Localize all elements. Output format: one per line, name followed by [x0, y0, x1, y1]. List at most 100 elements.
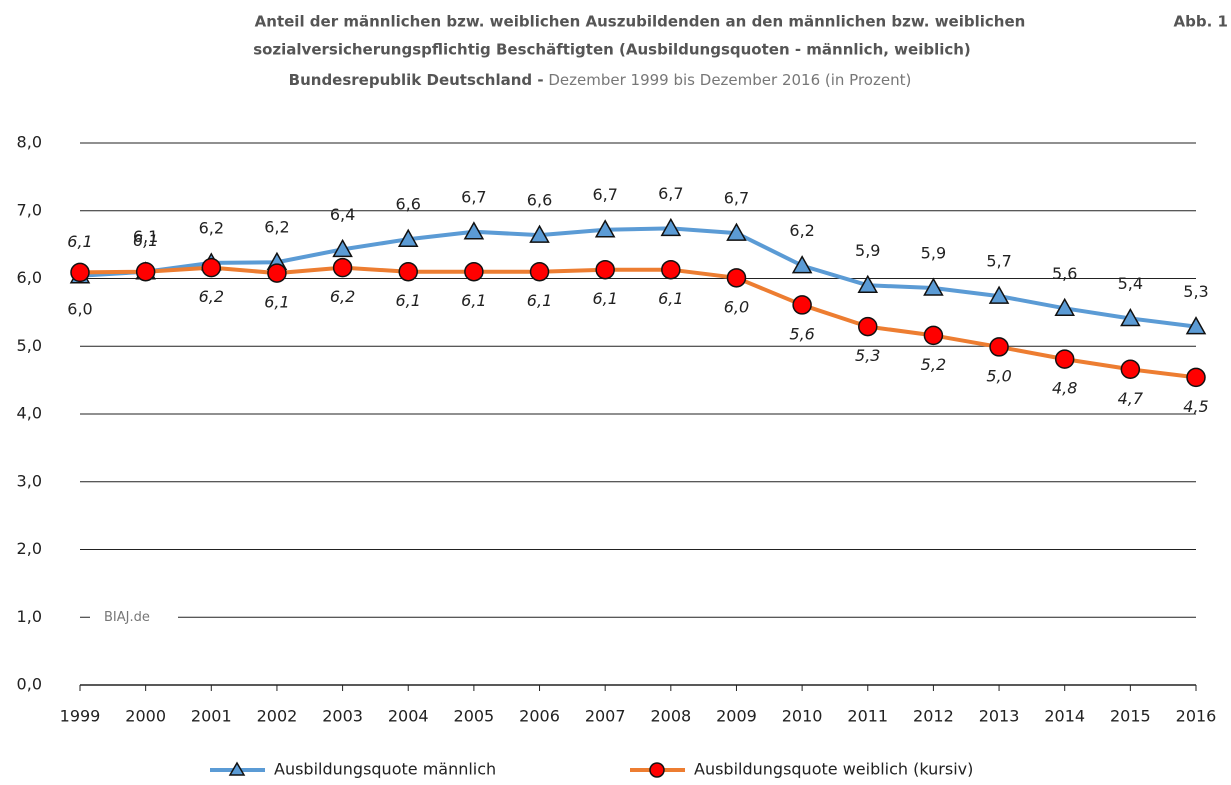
legend-label: Ausbildungsquote weiblich (kursiv): [694, 760, 973, 779]
data-label: 6,1: [67, 232, 92, 251]
x-tick-label: 2003: [322, 707, 363, 726]
y-tick-label: 4,0: [17, 404, 42, 423]
data-label: 6,7: [461, 187, 486, 206]
data-label: 5,9: [921, 243, 946, 262]
chart-subtitle: Bundesrepublik Deutschland - Dezember 19…: [289, 71, 912, 89]
marker-circle: [201, 257, 222, 278]
data-label: 6,1: [461, 291, 486, 310]
marker-circle: [661, 259, 681, 280]
data-label: 6,2: [789, 221, 814, 240]
marker-circle: [792, 295, 812, 315]
series-line: [79, 265, 1197, 380]
marker-triangle: [594, 219, 616, 238]
data-label: 6,1: [396, 291, 421, 310]
marker-circle: [267, 263, 287, 283]
marker-triangle: [988, 285, 1010, 304]
marker-circle: [332, 257, 353, 278]
marker-triangle: [1054, 297, 1075, 317]
series-line: [79, 226, 1197, 329]
y-tick-label: 6,0: [17, 268, 42, 287]
data-label: 5,0: [986, 366, 1011, 385]
data-label: 6,2: [199, 287, 224, 306]
marker-triangle: [529, 224, 550, 243]
marker-circle: [70, 262, 90, 283]
data-label: 5,4: [1118, 274, 1143, 293]
x-tick-label: 2012: [913, 707, 954, 726]
x-tick-label: 2010: [782, 707, 823, 726]
x-tick-label: 2013: [979, 707, 1020, 726]
data-label: 6,7: [724, 189, 749, 208]
data-label: 6,6: [396, 195, 421, 214]
legend-label: Ausbildungsquote männlich: [274, 760, 496, 779]
x-tick-label: 2001: [191, 707, 232, 726]
marker-circle: [135, 261, 156, 282]
chart-title: Anteil der männlichen bzw. weiblichen Au…: [255, 13, 1026, 31]
data-label: 5,9: [855, 241, 880, 260]
x-tick-label: 2004: [388, 707, 429, 726]
marker-triangle: [923, 277, 944, 296]
x-tick-label: 2007: [585, 707, 626, 726]
data-label: 5,6: [1052, 264, 1077, 283]
marker-triangle: [332, 238, 353, 258]
y-tick-label: 8,0: [17, 133, 42, 152]
x-tick-label: 2015: [1110, 707, 1151, 726]
marker-triangle: [1120, 307, 1141, 327]
data-label: 5,6: [789, 324, 814, 343]
data-label: 6,7: [592, 185, 617, 204]
marker-triangle: [463, 221, 485, 240]
subtitle-bold: Bundesrepublik Deutschland -: [289, 71, 544, 89]
data-label: 5,3: [1183, 282, 1208, 301]
data-label: 6,2: [199, 218, 224, 237]
data-label: 6,1: [527, 291, 552, 310]
data-label: 4,8: [1052, 379, 1077, 398]
marker-circle: [1054, 349, 1075, 369]
data-label: 4,5: [1183, 397, 1208, 416]
subtitle-normal: Dezember 1999 bis Dezember 2016 (in Proz…: [548, 71, 911, 89]
data-label: 6,6: [527, 191, 552, 210]
data-label: 5,2: [921, 355, 946, 374]
marker-circle: [398, 261, 418, 282]
marker-triangle: [726, 222, 747, 241]
data-label: 6,7: [658, 184, 683, 203]
chart-title: sozialversicherungspflichtig Beschäftigt…: [253, 41, 971, 59]
data-label: 6,1: [658, 289, 683, 308]
data-label: 4,7: [1118, 389, 1144, 408]
marker-circle: [726, 268, 747, 288]
y-tick-label: 3,0: [17, 471, 42, 490]
data-label: 6,2: [330, 287, 355, 306]
x-tick-label: 2008: [650, 707, 691, 726]
data-label: 6,1: [133, 227, 158, 246]
y-tick-label: 5,0: [17, 336, 42, 355]
x-tick-label: 2006: [519, 707, 560, 726]
marker-circle: [464, 261, 484, 282]
marker-triangle: [397, 228, 419, 247]
data-label: 6,1: [133, 231, 158, 250]
y-tick-label: 2,0: [17, 539, 42, 558]
legend-marker: [649, 762, 665, 778]
data-label: 6,1: [264, 293, 289, 312]
x-tick-label: 2000: [125, 707, 166, 726]
y-tick-label: 1,0: [17, 607, 42, 626]
data-label: 6,0: [67, 299, 92, 318]
marker-circle: [923, 325, 944, 346]
data-label: 5,7: [986, 252, 1011, 271]
marker-circle: [595, 259, 615, 280]
data-label: 5,3: [855, 346, 880, 365]
marker-circle: [529, 261, 550, 282]
marker-circle: [989, 337, 1009, 357]
marker-circle: [1186, 367, 1206, 388]
marker-triangle: [660, 217, 682, 237]
x-tick-label: 2005: [454, 707, 495, 726]
legend-marker: [228, 761, 246, 776]
data-label: 6,0: [724, 297, 749, 316]
x-tick-label: 2014: [1044, 707, 1085, 726]
marker-circle: [1120, 359, 1141, 380]
x-tick-label: 2009: [716, 707, 757, 726]
x-tick-label: 1999: [60, 707, 101, 726]
watermark-bg: [90, 607, 178, 628]
y-tick-label: 7,0: [17, 200, 42, 219]
marker-triangle: [857, 274, 879, 294]
marker-triangle: [791, 255, 813, 274]
x-tick-label: 2002: [257, 707, 298, 726]
x-tick-label: 2016: [1176, 707, 1217, 726]
